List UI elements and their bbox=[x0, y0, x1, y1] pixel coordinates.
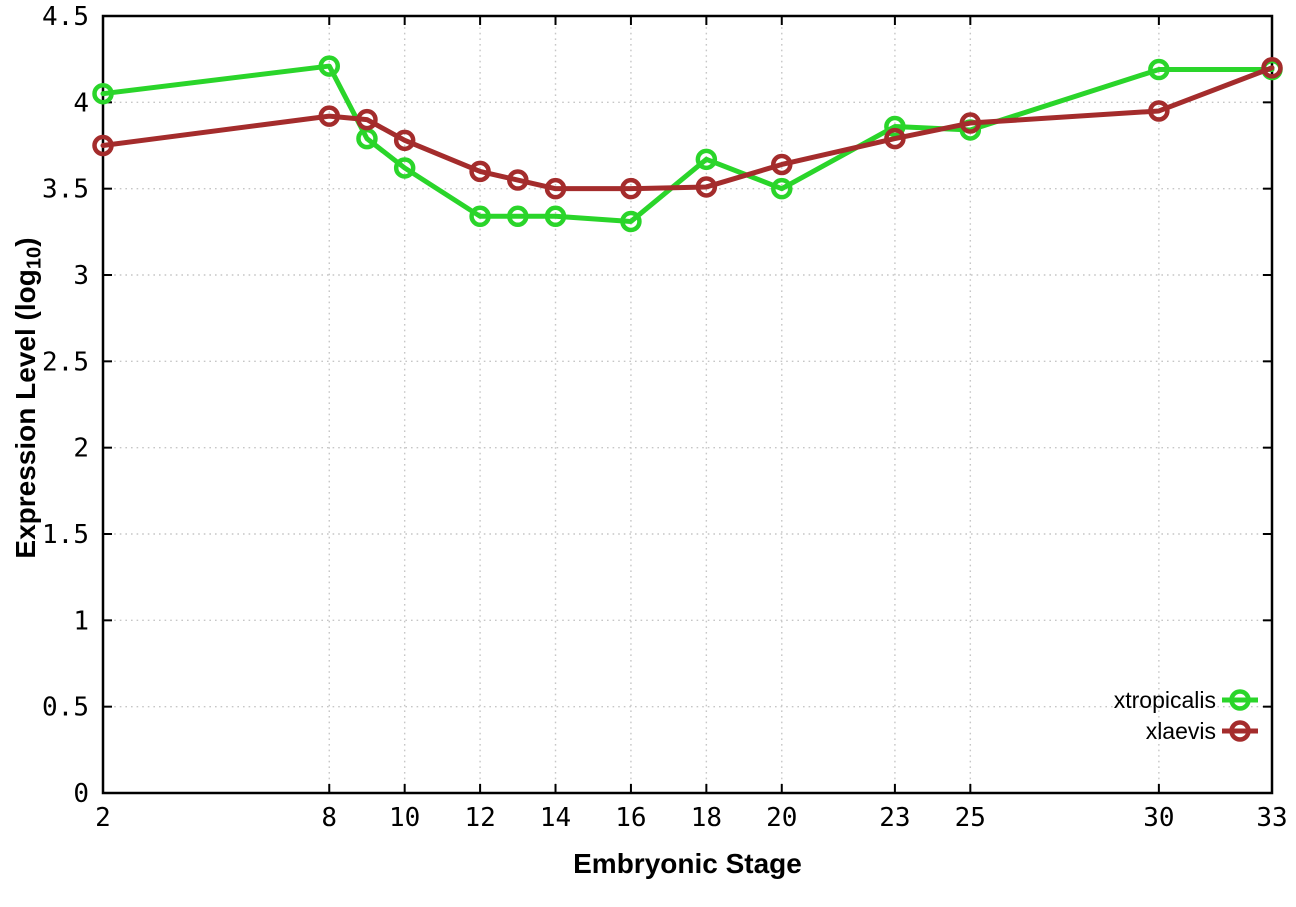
data-point-xtropicalis bbox=[884, 115, 906, 138]
data-point-xtropicalis bbox=[1148, 58, 1170, 81]
data-point-xtropicalis bbox=[620, 210, 642, 233]
data-point-xtropicalis bbox=[507, 205, 529, 228]
data-point-xlaevis bbox=[469, 160, 491, 183]
data-point-xlaevis bbox=[959, 112, 982, 134]
x-tick-label: 33 bbox=[1256, 803, 1287, 833]
y-tick-label: 0.5 bbox=[42, 693, 89, 723]
y-axis-title-text: Expression Level (log bbox=[10, 269, 41, 559]
data-point-xlaevis bbox=[356, 108, 378, 131]
data-point-xlaevis bbox=[92, 134, 114, 157]
x-tick-label: 30 bbox=[1143, 803, 1174, 833]
legend-marker-xlaevis bbox=[1229, 720, 1251, 742]
x-tick-label: 23 bbox=[879, 803, 910, 833]
data-point-xtropicalis bbox=[318, 55, 341, 77]
y-tick-label: 1 bbox=[73, 606, 89, 636]
x-tick-label: 25 bbox=[955, 803, 986, 833]
data-point-xlaevis bbox=[620, 177, 642, 200]
x-tick-label: 16 bbox=[615, 803, 646, 833]
y-tick-label: 3 bbox=[73, 261, 89, 291]
data-point-xtropicalis bbox=[469, 205, 491, 228]
data-point-xtropicalis bbox=[771, 177, 793, 200]
legend-label-xtropicalis: xtropicalis bbox=[1114, 687, 1216, 713]
y-axis-title: Expression Level (log10) bbox=[10, 148, 46, 648]
legend-marker-xtropicalis bbox=[1229, 689, 1251, 711]
y-tick-label: 2 bbox=[73, 434, 89, 464]
y-tick-label: 0 bbox=[73, 779, 89, 809]
y-tick-label: 4.5 bbox=[42, 2, 89, 32]
x-tick-label: 2 bbox=[95, 803, 111, 833]
x-tick-label: 20 bbox=[766, 803, 797, 833]
y-axis-title-suffix: ) bbox=[10, 237, 41, 247]
x-tick-label: 10 bbox=[389, 803, 420, 833]
legend-label-xlaevis: xlaevis bbox=[1146, 718, 1216, 744]
x-tick-label: 14 bbox=[540, 803, 571, 833]
data-point-xtropicalis bbox=[92, 82, 114, 105]
data-point-xtropicalis bbox=[544, 205, 567, 228]
data-point-xlaevis bbox=[884, 127, 906, 150]
data-point-xlaevis bbox=[393, 129, 416, 152]
data-point-xlaevis bbox=[1148, 100, 1170, 122]
x-axis-title: Embryonic Stage bbox=[573, 848, 802, 879]
data-point-xtropicalis bbox=[393, 157, 416, 179]
y-tick-label: 3.5 bbox=[42, 175, 89, 205]
y-axis-title-subscript: 10 bbox=[23, 246, 46, 270]
data-point-xlaevis bbox=[544, 177, 567, 200]
y-tick-label: 4 bbox=[73, 88, 89, 118]
data-point-xlaevis bbox=[771, 153, 793, 176]
x-tick-label: 8 bbox=[321, 803, 337, 833]
y-tick-label: 2.5 bbox=[42, 347, 89, 377]
y-tick-label: 1.5 bbox=[42, 520, 89, 550]
data-point-xlaevis bbox=[695, 176, 718, 198]
plot-border bbox=[101, 14, 1274, 795]
data-point-xlaevis bbox=[507, 169, 529, 191]
data-point-xlaevis bbox=[1261, 57, 1283, 79]
data-point-xlaevis bbox=[318, 105, 341, 127]
data-point-xtropicalis bbox=[695, 148, 718, 171]
x-tick-label: 18 bbox=[691, 803, 722, 833]
x-tick-label: 12 bbox=[464, 803, 495, 833]
